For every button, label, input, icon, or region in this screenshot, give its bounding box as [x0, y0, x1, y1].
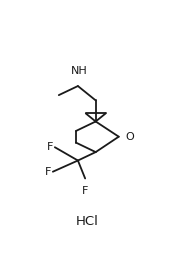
Text: F: F [44, 167, 51, 177]
Text: O: O [125, 132, 134, 142]
Text: F: F [46, 142, 53, 152]
Text: F: F [82, 187, 88, 196]
Text: HCl: HCl [76, 215, 99, 228]
Text: NH: NH [71, 66, 88, 76]
